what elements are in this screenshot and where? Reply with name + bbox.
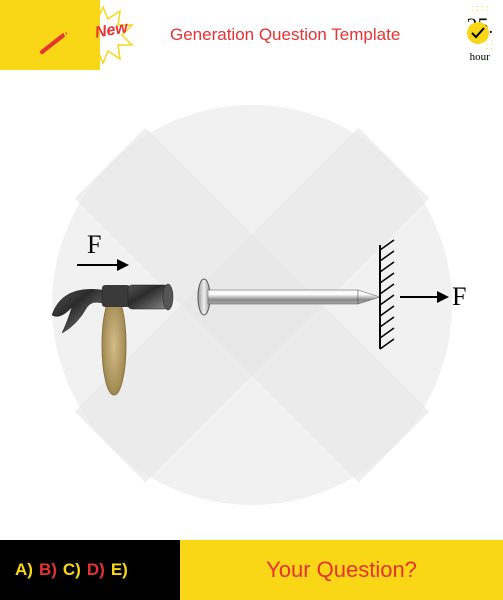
hour-badge: · · - -- - · · 25. · ·· ·- - hour (467, 5, 494, 63)
physics-diagram: F (32, 85, 472, 525)
header-bar: New Generation Question Template · · - -… (0, 0, 503, 70)
force-right-label: F (452, 282, 466, 311)
answer-options-block: A) B) C) D) E) (0, 540, 180, 600)
option-e[interactable]: E) (111, 560, 128, 580)
decorative-dots: · · - -- - · · (467, 5, 494, 13)
option-a[interactable]: A) (15, 560, 33, 580)
hour-text: hour (467, 51, 494, 63)
option-b[interactable]: B) (39, 560, 57, 580)
checkmark-icon (465, 20, 491, 46)
option-c[interactable]: C) (63, 560, 81, 580)
question-prompt: Your Question? (266, 557, 417, 583)
option-d[interactable]: D) (87, 560, 105, 580)
force-left-label: F (87, 230, 101, 259)
page-title: Generation Question Template (170, 25, 400, 45)
footer-bar: A) B) C) D) E) Your Question? (0, 540, 503, 600)
question-prompt-block: Your Question? (180, 540, 503, 600)
diagram-area: F (0, 70, 503, 540)
